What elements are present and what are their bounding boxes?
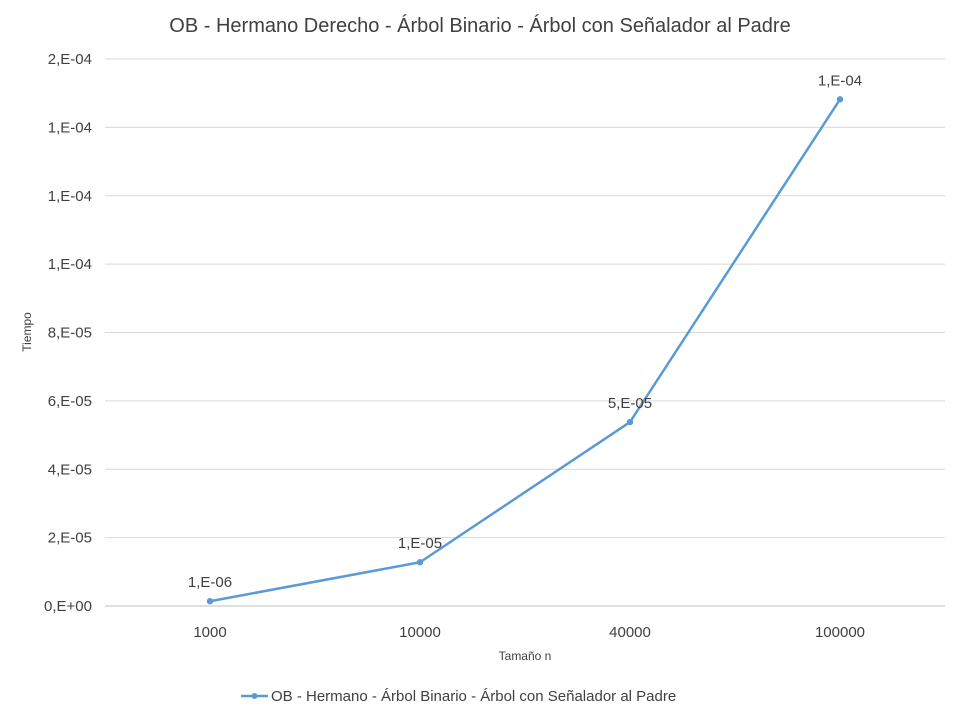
y-tick-label: 1,E-04 — [48, 256, 92, 273]
x-tick-label: 1000 — [193, 624, 226, 641]
legend: OB - Hermano - Árbol Binario - Árbol con… — [241, 688, 676, 705]
y-tick-label: 2,E-04 — [48, 51, 92, 68]
data-label: 1,E-04 — [818, 72, 862, 89]
x-tick-label: 100000 — [815, 624, 865, 641]
data-point — [626, 418, 634, 426]
y-tick-label: 0,E+00 — [44, 598, 92, 615]
y-tick-label: 4,E-05 — [48, 461, 92, 478]
series-line — [208, 98, 842, 603]
data-labels: 1,E-06 1,E-05 5,E-05 1,E-04 — [188, 72, 862, 591]
data-point — [416, 559, 424, 566]
y-tick-label: 8,E-05 — [48, 325, 92, 342]
y-axis-label: Tiempo — [20, 312, 34, 352]
data-label: 5,E-05 — [608, 395, 652, 412]
x-tick-label: 40000 — [609, 624, 651, 641]
legend-swatch-marker — [251, 693, 258, 699]
y-tick-label: 1,E-04 — [48, 119, 92, 136]
x-tick-label: 10000 — [399, 624, 441, 641]
x-axis-label: Tamaño n — [499, 649, 552, 663]
y-tick-label: 1,E-04 — [48, 188, 92, 205]
data-label: 1,E-05 — [398, 535, 442, 552]
x-axis-ticks: 1000 10000 40000 100000 — [193, 624, 865, 641]
y-axis-ticks: 0,E+00 2,E-05 4,E-05 6,E-05 8,E-05 1,E-04 1,E-… — [44, 51, 92, 615]
legend-entry: OB - Hermano - Árbol Binario - Árbol con… — [271, 688, 676, 705]
data-point — [206, 598, 214, 605]
y-tick-label: 6,E-05 — [48, 393, 92, 410]
gridlines — [105, 58, 945, 607]
data-point — [836, 96, 844, 103]
chart-title: OB - Hermano Derecho - Árbol Binario - Á… — [169, 14, 790, 37]
series-layer — [206, 96, 844, 605]
data-label: 1,E-06 — [188, 574, 232, 591]
y-tick-label: 2,E-05 — [48, 530, 92, 547]
